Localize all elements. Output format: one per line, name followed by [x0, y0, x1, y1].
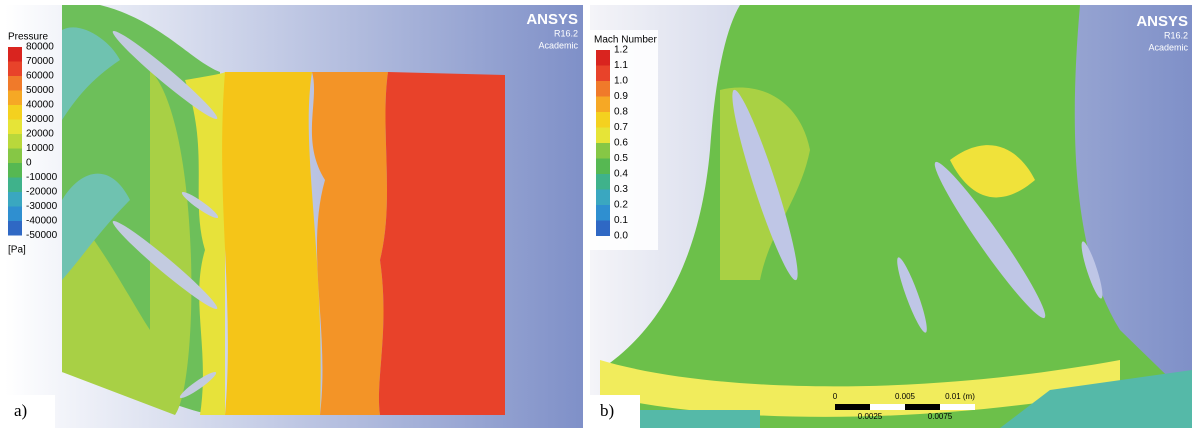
legend-tick-label: 0.2	[614, 200, 628, 211]
panel-b: b) Mach Number 1.21.11.00.90.80.70.60.50…	[590, 5, 1192, 428]
color-swatch	[8, 192, 22, 207]
legend-tick-label: 40000	[26, 100, 54, 111]
color-swatch	[8, 207, 22, 222]
legend-tick-label: 1.2	[614, 45, 628, 56]
color-swatch	[8, 91, 22, 106]
legend-tick-label: 0.6	[614, 138, 628, 149]
legend-tick-label: 1.1	[614, 60, 628, 71]
legend-tick-label: -20000	[26, 187, 58, 198]
label-box	[590, 395, 640, 428]
legend-tick-label: -30000	[26, 201, 58, 212]
color-swatch	[8, 120, 22, 135]
label-box	[5, 395, 55, 428]
legend-tick-label: 0.8	[614, 107, 628, 118]
legend: 80000 70000 60000 50000 40000 30000 20000 10000…	[8, 42, 58, 256]
color-swatch	[8, 178, 22, 193]
scale-segment	[905, 404, 940, 410]
brand-name: ANSYS	[1136, 13, 1188, 30]
color-swatch	[596, 50, 610, 66]
panel-label: a)	[14, 401, 27, 420]
color-swatch	[8, 134, 22, 149]
legend-tick-label: 0.7	[614, 122, 628, 133]
color-swatch	[8, 221, 22, 236]
color-swatch	[8, 105, 22, 120]
legend-tick-label: 60000	[26, 71, 54, 82]
legend-tick-label: 10000	[26, 143, 54, 154]
color-swatch	[8, 47, 22, 62]
color-swatch	[596, 66, 610, 82]
color-swatch	[8, 76, 22, 91]
legend-tick-label: 20000	[26, 129, 54, 140]
legend-tick-label: 0.0	[614, 231, 628, 242]
color-swatch	[596, 97, 610, 113]
scale-label: 0.0025	[858, 412, 883, 421]
legend-tick-label: 0.5	[614, 153, 628, 164]
legend-tick-label: 0.3	[614, 184, 628, 195]
legend-tick-label: 0.4	[614, 169, 628, 180]
field-gold	[222, 72, 321, 415]
legend-tick-label: 50000	[26, 85, 54, 96]
color-swatch	[596, 221, 610, 237]
panel-a: a) Pressure 8000070000600005000040000300…	[5, 5, 583, 428]
color-swatch	[8, 149, 22, 164]
brand-version: R16.2	[554, 28, 578, 38]
brand-name: ANSYS	[526, 11, 578, 28]
legend-unit: [Pa]	[8, 245, 26, 256]
legend-tick-label: -10000	[26, 172, 58, 183]
color-swatch	[596, 128, 610, 144]
legend-tick-label: 0	[26, 158, 32, 169]
legend-tick-label: 30000	[26, 114, 54, 125]
color-swatch	[8, 62, 22, 77]
legend-tick-label: 1.0	[614, 76, 628, 87]
legend-tick-label: -40000	[26, 216, 58, 227]
legend-tick-label: 80000	[26, 42, 54, 53]
legend-tick-label: 70000	[26, 56, 54, 67]
scale-label: 0	[833, 392, 838, 401]
figure: a) Pressure 8000070000600005000040000300…	[0, 0, 1192, 428]
legend-tick-label: -50000	[26, 230, 58, 241]
panel-label: b)	[600, 401, 614, 420]
scale-segment	[870, 404, 905, 410]
color-swatch	[8, 163, 22, 178]
legend-tick-label: 0.1	[614, 215, 628, 226]
color-swatch	[596, 159, 610, 175]
scale-label: 0.0075	[928, 412, 953, 421]
color-swatch	[596, 190, 610, 206]
brand-version: R16.2	[1164, 30, 1188, 40]
color-swatch	[596, 112, 610, 128]
brand-edition: Academic	[1148, 42, 1188, 52]
scale-label: 0.005	[895, 392, 916, 401]
field-orange	[312, 72, 388, 415]
color-swatch	[596, 174, 610, 190]
color-swatch	[596, 81, 610, 97]
color-swatch	[596, 205, 610, 221]
field-red	[379, 72, 505, 415]
color-swatch	[596, 143, 610, 159]
scale-segment	[835, 404, 870, 410]
legend-tick-label: 0.9	[614, 91, 628, 102]
brand-edition: Academic	[538, 40, 578, 50]
scale-segment	[940, 404, 975, 410]
scale-label: 0.01 (m)	[945, 392, 975, 401]
